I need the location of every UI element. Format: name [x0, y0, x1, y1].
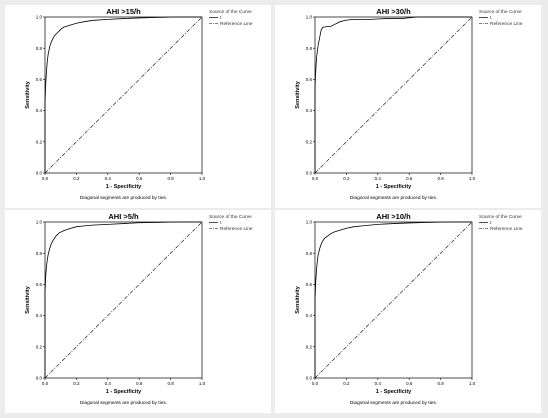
- x-tick-label: 0.0: [312, 381, 319, 386]
- y-tick-label: 0.2: [306, 139, 313, 144]
- chart-title: AHI >5/h: [108, 212, 139, 221]
- footnote: Diagonal segments are produced by ties.: [350, 400, 437, 406]
- y-tick-label: 1.0: [36, 220, 43, 225]
- roc-curve-line: [314, 16, 472, 173]
- x-axis-label: 1 - Specificity: [106, 389, 142, 395]
- roc-chart-svg: AHI >30/h 0.0 0.2 0.4 0.6 0.8 1.0 0.0 0.2 0.4 0.6 0…: [295, 7, 523, 201]
- roc-curve-line: [44, 221, 202, 378]
- roc-curve-line: [314, 221, 472, 378]
- y-tick-label: 0.0: [306, 376, 313, 381]
- y-tick-label: 0.2: [306, 344, 313, 349]
- footnote: Diagonal segments are produced by ties.: [350, 195, 437, 201]
- y-tick-label: 0.4: [306, 313, 313, 318]
- roc-chart-svg: AHI >5/h 0.0 0.2 0.4 0.6 0.8 1.0 0.0 0.2 0.4 0.6 0.…: [25, 212, 253, 406]
- y-tick-label: 0.2: [36, 344, 43, 349]
- x-tick-label: 0.4: [105, 381, 112, 386]
- footnote: Diagonal segments are produced by ties.: [80, 400, 167, 406]
- roc-chart-svg: AHI >10/h 0.0 0.2 0.4 0.6 0.8 1.0 0.0 0.2 0.4 0.6 0…: [295, 212, 523, 406]
- y-tick-label: 0.8: [36, 251, 43, 256]
- x-tick-label: 0.2: [343, 176, 350, 181]
- x-tick-label: 0.4: [105, 176, 112, 181]
- x-tick-label: 1.0: [469, 381, 476, 386]
- y-tick-label: 1.0: [306, 15, 313, 20]
- legend-title: Source of the Curve: [479, 9, 522, 15]
- y-axis-label: Sensitivity: [295, 285, 301, 313]
- legend-entry-curve: t: [490, 220, 492, 226]
- legend-title: Source of the Curve: [209, 214, 252, 220]
- x-tick-label: 1.0: [199, 176, 206, 181]
- x-tick-label: 0.8: [167, 176, 174, 181]
- x-tick-label: 0.2: [73, 381, 80, 386]
- reference-line: [314, 16, 473, 174]
- roc-chart-svg: AHI >15/h 0.0 0.2 0.4 0.6 0.8 1.0 0.0 0.2 0.4 0.6 0…: [25, 7, 253, 201]
- reference-line: [44, 221, 203, 379]
- x-axis-label: 1 - Specificity: [106, 184, 142, 190]
- y-tick-label: 0.0: [36, 376, 43, 381]
- x-tick-label: 0.6: [136, 381, 143, 386]
- x-tick-label: 0.8: [437, 176, 444, 181]
- y-tick-label: 0.0: [306, 171, 313, 176]
- y-tick-label: 1.0: [306, 220, 313, 225]
- x-tick-label: 0.0: [312, 176, 319, 181]
- reference-line: [314, 221, 473, 379]
- legend-title: Source of the Curve: [209, 9, 252, 15]
- legend-entry-reference: Reference Line: [220, 226, 253, 232]
- y-tick-label: 0.0: [36, 171, 43, 176]
- x-tick-label: 0.6: [406, 176, 413, 181]
- legend-entry-curve: t: [490, 15, 492, 21]
- y-tick-label: 0.4: [306, 108, 313, 113]
- roc-panel-ahi-15: AHI >15/h 0.0 0.2 0.4 0.6 0.8 1.0 0.0 0.2 0.4 0.6 0…: [5, 5, 271, 208]
- x-tick-label: 1.0: [469, 176, 476, 181]
- chart-title: AHI >15/h: [106, 7, 141, 16]
- legend-entry-reference: Reference Line: [220, 21, 253, 27]
- roc-curve-line: [44, 16, 202, 173]
- roc-panel-ahi-5: AHI >5/h 0.0 0.2 0.4 0.6 0.8 1.0 0.0 0.2 0.4 0.6 0.…: [5, 210, 271, 413]
- y-axis-label: Sensitivity: [25, 80, 31, 108]
- footnote: Diagonal segments are produced by ties.: [80, 195, 167, 201]
- x-tick-label: 0.0: [42, 381, 49, 386]
- y-axis-label: Sensitivity: [295, 80, 301, 108]
- x-axis-label: 1 - Specificity: [376, 184, 412, 190]
- legend-entry-reference: Reference Line: [490, 21, 523, 27]
- y-tick-label: 0.8: [306, 251, 313, 256]
- y-tick-label: 0.6: [36, 282, 43, 287]
- x-tick-label: 0.6: [406, 381, 413, 386]
- legend-title: Source of the Curve: [479, 214, 522, 220]
- y-tick-label: 0.8: [306, 46, 313, 51]
- y-tick-label: 0.4: [36, 108, 43, 113]
- legend-entry-curve: t: [220, 220, 222, 226]
- legend-entry-curve: t: [220, 15, 222, 21]
- x-tick-label: 0.2: [343, 381, 350, 386]
- y-tick-label: 0.6: [306, 77, 313, 82]
- chart-title: AHI >10/h: [376, 212, 411, 221]
- y-tick-label: 0.8: [36, 46, 43, 51]
- x-tick-label: 0.2: [73, 176, 80, 181]
- x-tick-label: 1.0: [199, 381, 206, 386]
- x-tick-label: 0.6: [136, 176, 143, 181]
- x-axis-label: 1 - Specificity: [376, 389, 412, 395]
- y-axis-label: Sensitivity: [25, 285, 31, 313]
- y-tick-label: 1.0: [36, 15, 43, 20]
- x-tick-label: 0.4: [375, 381, 382, 386]
- x-tick-label: 0.8: [437, 381, 444, 386]
- reference-line: [44, 16, 203, 174]
- x-tick-label: 0.0: [42, 176, 49, 181]
- x-tick-label: 0.4: [375, 176, 382, 181]
- chart-title: AHI >30/h: [376, 7, 411, 16]
- y-tick-label: 0.4: [36, 313, 43, 318]
- roc-panel-ahi-10: AHI >10/h 0.0 0.2 0.4 0.6 0.8 1.0 0.0 0.2 0.4 0.6 0…: [275, 210, 541, 413]
- x-tick-label: 0.8: [167, 381, 174, 386]
- legend-entry-reference: Reference Line: [490, 226, 523, 232]
- roc-panel-ahi-30: AHI >30/h 0.0 0.2 0.4 0.6 0.8 1.0 0.0 0.2 0.4 0.6 0…: [275, 5, 541, 208]
- y-tick-label: 0.6: [306, 282, 313, 287]
- y-tick-label: 0.6: [36, 77, 43, 82]
- y-tick-label: 0.2: [36, 139, 43, 144]
